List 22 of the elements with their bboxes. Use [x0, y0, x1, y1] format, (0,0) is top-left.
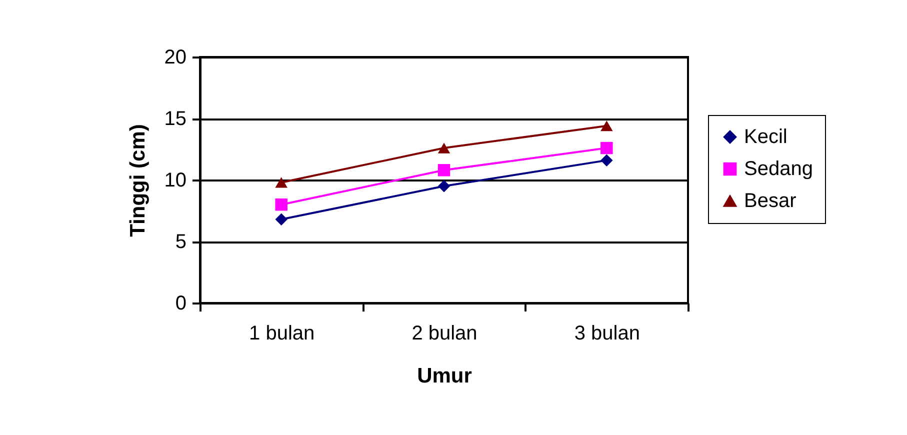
legend-label: Kecil	[744, 126, 788, 148]
y-tick-label: 5	[175, 231, 186, 253]
point	[438, 142, 450, 154]
y-tick-label: 10	[164, 170, 186, 192]
point	[600, 142, 613, 154]
x-axis-title: Umur	[417, 364, 472, 388]
point	[438, 164, 450, 176]
point	[600, 154, 613, 166]
x-tick-label: 1 bulan	[249, 322, 315, 344]
y-tick-label: 0	[175, 292, 186, 314]
y-tick-label: 15	[164, 108, 186, 130]
point	[275, 198, 288, 211]
legend-label: Besar	[744, 190, 797, 212]
y-axis-title: Tinggi (cm)	[126, 124, 150, 237]
x-tick-label: 2 bulan	[412, 322, 478, 344]
point	[438, 180, 450, 192]
legend-label: Sedang	[744, 158, 813, 180]
point	[275, 177, 288, 188]
x-tick-label: 3 bulan	[574, 322, 640, 344]
point	[275, 213, 288, 226]
point	[600, 120, 613, 132]
y-tick-label: 20	[164, 46, 186, 68]
